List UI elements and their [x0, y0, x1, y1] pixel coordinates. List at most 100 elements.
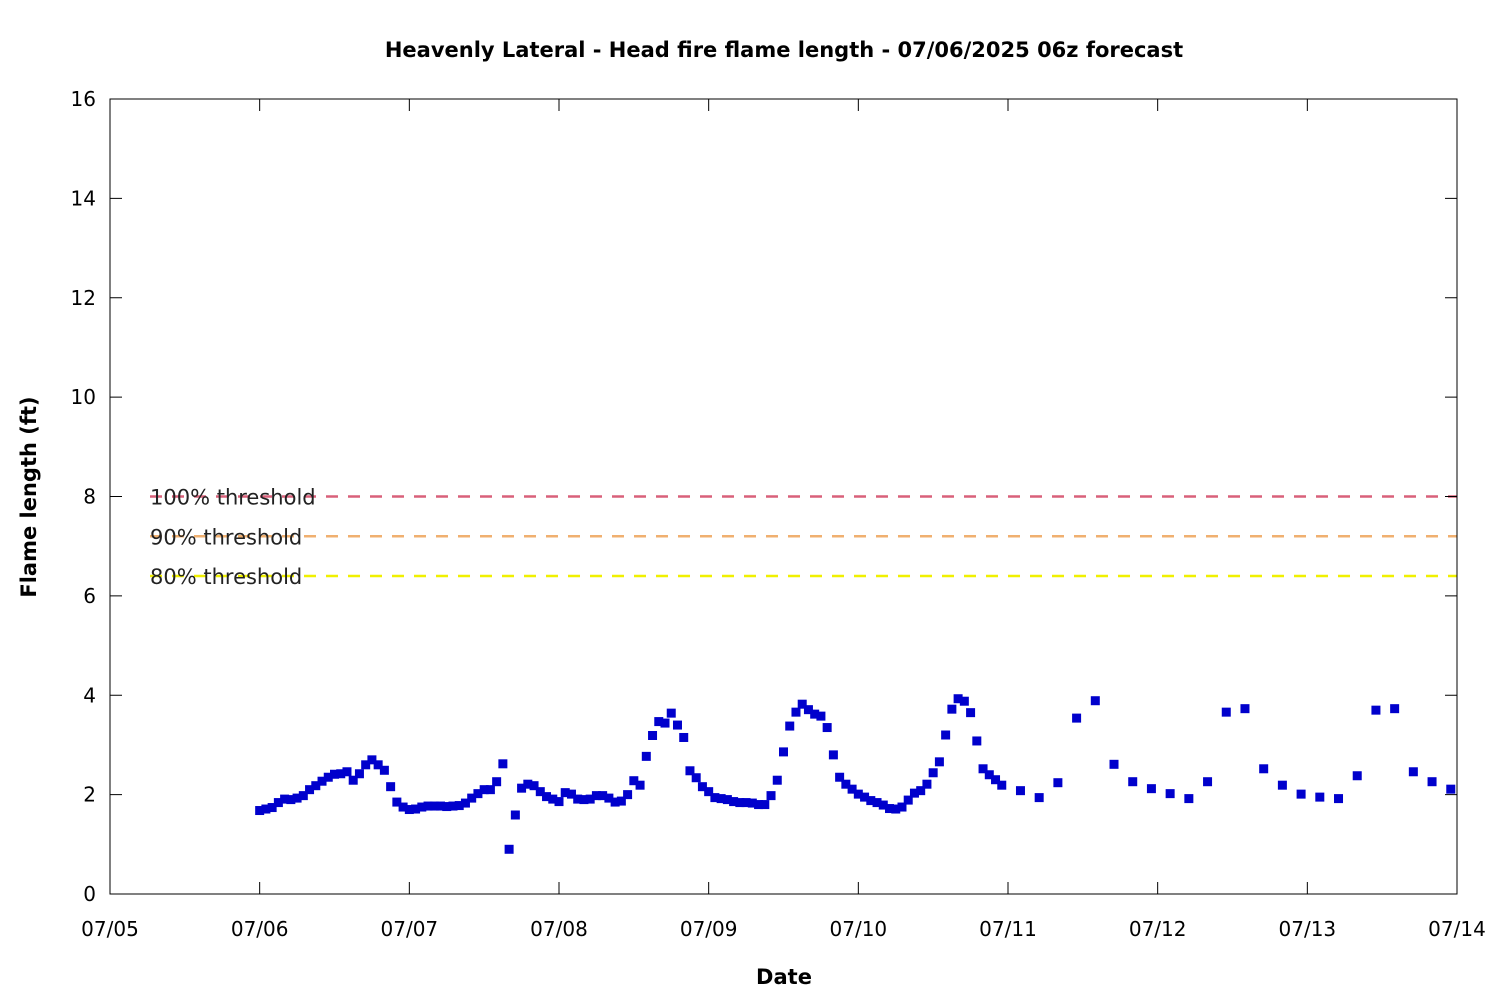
data-point: [579, 795, 589, 805]
data-point: [379, 765, 389, 775]
data-point: [972, 736, 982, 746]
data-point: [679, 732, 689, 742]
data-point: [772, 775, 782, 785]
y-tick-label: 12: [71, 286, 96, 310]
x-tick-label: 07/09: [680, 917, 738, 941]
data-point: [878, 800, 888, 810]
data-points: [255, 694, 1456, 854]
x-tick-label: 07/10: [830, 917, 888, 941]
data-point: [785, 721, 795, 731]
data-point: [523, 779, 533, 789]
data-point: [311, 781, 321, 791]
data-point: [392, 797, 402, 807]
data-point: [1315, 792, 1325, 802]
data-point: [1034, 793, 1044, 803]
data-point: [978, 764, 988, 774]
data-point: [591, 791, 601, 801]
data-point: [342, 767, 352, 777]
data-point: [947, 704, 957, 714]
data-point: [298, 791, 308, 801]
data-point: [1390, 704, 1400, 714]
data-point: [398, 802, 408, 812]
data-point: [1352, 771, 1362, 781]
y-tick-label: 2: [83, 783, 96, 807]
data-point: [548, 794, 558, 804]
data-point: [691, 773, 701, 783]
data-point: [323, 772, 333, 782]
data-point: [1128, 777, 1138, 787]
data-point: [810, 709, 820, 719]
data-point: [897, 802, 907, 812]
data-point: [354, 769, 364, 779]
data-point: [922, 779, 932, 789]
data-point: [822, 723, 832, 733]
data-point: [417, 802, 427, 812]
data-point: [623, 790, 633, 800]
data-point: [704, 787, 714, 797]
data-point: [966, 708, 976, 718]
data-point: [934, 757, 944, 767]
data-point: [779, 747, 788, 757]
data-point: [485, 785, 495, 795]
data-point: [473, 789, 483, 799]
data-point: [841, 779, 851, 789]
data-point: [716, 794, 726, 804]
data-point: [916, 786, 926, 796]
y-tick-label: 10: [71, 385, 96, 409]
data-point: [1184, 794, 1194, 804]
data-point: [885, 804, 895, 814]
x-tick-label: 07/11: [979, 917, 1037, 941]
data-point: [791, 707, 801, 717]
x-tick-label: 07/13: [1279, 917, 1337, 941]
data-point: [872, 798, 882, 808]
data-point: [423, 801, 433, 811]
plot-frame: [109, 98, 1458, 895]
data-point: [853, 789, 863, 799]
data-point: [984, 770, 994, 780]
x-tick-label: 07/08: [530, 917, 588, 941]
y-axis-label: Flame length (ft): [17, 396, 41, 597]
data-point: [760, 800, 770, 810]
data-point: [411, 804, 421, 814]
data-point: [941, 730, 951, 740]
data-point: [498, 759, 508, 769]
data-point: [816, 711, 826, 721]
data-point: [317, 776, 327, 786]
data-point: [404, 805, 414, 815]
data-point: [660, 718, 670, 728]
data-point: [1408, 767, 1418, 777]
data-point: [1446, 784, 1456, 794]
data-point: [835, 772, 845, 782]
x-tick-label: 07/12: [1129, 917, 1187, 941]
data-point: [560, 788, 570, 798]
data-point: [261, 804, 271, 814]
data-point: [903, 795, 913, 805]
data-point: [697, 782, 707, 792]
chart-title: Heavenly Lateral - Head fire flame lengt…: [385, 38, 1183, 62]
data-point: [361, 760, 371, 770]
data-point: [766, 791, 776, 801]
data-point: [1165, 789, 1175, 799]
data-point: [648, 730, 658, 740]
data-point: [1334, 794, 1344, 804]
threshold-lines: 100% threshold 90% threshold 80% threshold: [150, 486, 1457, 589]
data-point: [566, 789, 576, 799]
data-point: [535, 787, 545, 797]
data-point: [641, 751, 651, 761]
data-point: [747, 798, 757, 808]
data-point: [517, 783, 527, 793]
data-point: [847, 784, 857, 794]
data-point: [386, 782, 396, 792]
data-point: [710, 793, 720, 803]
data-point: [1371, 705, 1381, 715]
data-point: [629, 776, 639, 786]
x-tick-label: 07/06: [231, 917, 289, 941]
data-point: [467, 793, 477, 803]
y-tick-label: 4: [83, 683, 96, 707]
data-point: [1090, 696, 1100, 706]
axis-ticks: 07/05 07/06 07/07 07/08 07/09 07/10 07/11 07/12…: [71, 87, 1486, 941]
data-point: [959, 696, 969, 706]
data-point: [991, 775, 1001, 785]
threshold-label: 80% threshold: [150, 565, 302, 589]
